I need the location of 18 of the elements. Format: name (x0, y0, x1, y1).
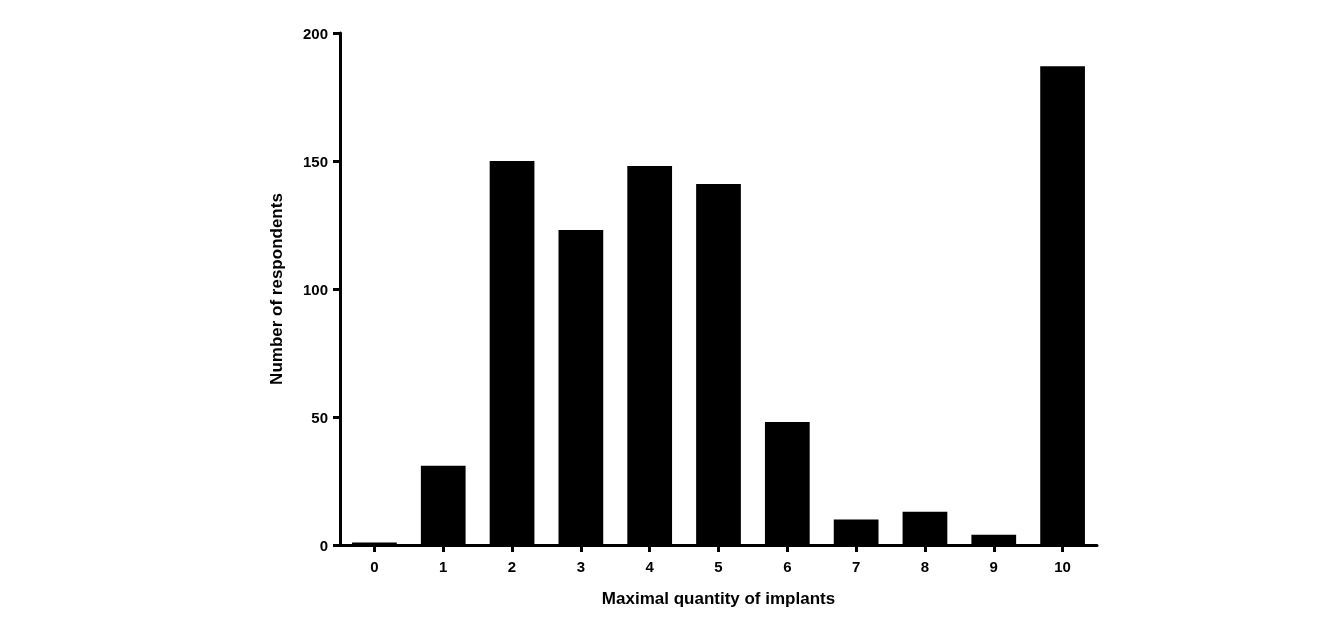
x-tick-label: 2 (507, 558, 517, 575)
y-axis-title: Number of respondents (267, 193, 286, 385)
x-tick-label: 10 (1054, 558, 1071, 575)
x-tick-label: 4 (645, 558, 655, 575)
x-tick-label: 1 (439, 558, 448, 575)
x-tick-label: 0 (370, 558, 379, 575)
x-axis-title: Maximal quantity of implants (601, 589, 836, 608)
x-tick-label: 6 (783, 558, 792, 575)
y-tick-label: 50 (311, 408, 328, 426)
x-tick-label: 9 (989, 558, 998, 575)
x-tick-label: 7 (851, 558, 861, 575)
y-tick-label: 200 (302, 24, 328, 42)
y-tick-label: 0 (319, 536, 328, 554)
x-tick-label: 3 (576, 558, 586, 575)
x-tick-label: 5 (714, 558, 723, 575)
y-tick-label: 150 (302, 152, 328, 170)
y-tick-label: 100 (302, 280, 328, 298)
x-tick-label: 8 (920, 558, 930, 575)
